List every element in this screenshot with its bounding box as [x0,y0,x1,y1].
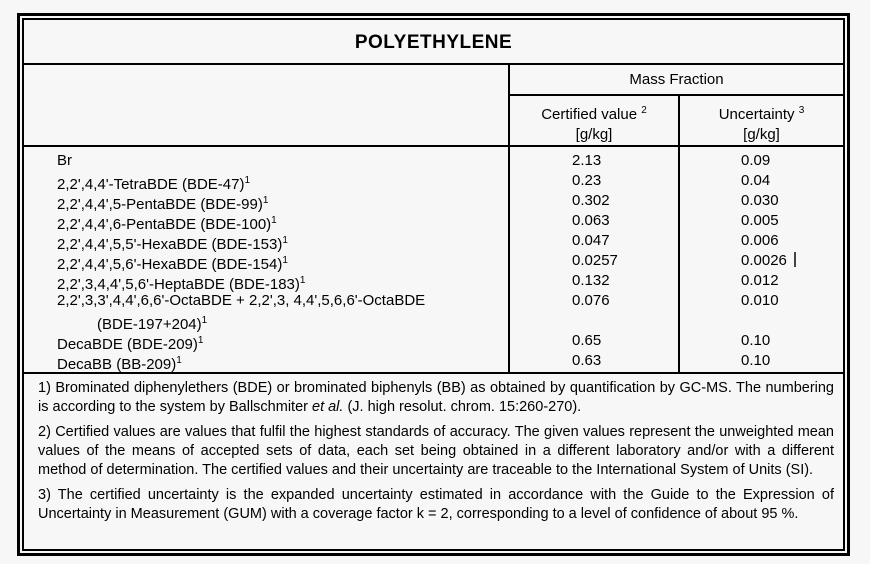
footnote-text: (J. high resolut. chrom. 15:260-270). [343,399,582,415]
compound-name: DecaBB (BB-209)1 [57,355,182,373]
footnote-ref-1: 1 [282,255,288,266]
compound-name: 2,2',4,4'-TetraBDE (BDE-47)1 [57,175,251,193]
footnote-3: 3) The certified uncertainty is the expa… [38,486,834,524]
mass-fraction-header: Mass Fraction [510,65,843,96]
uncertainty-cell: 0.005 [741,212,779,229]
table-body: Br 2,2',4,4'-TetraBDE (BDE-47)1 2,2',4,4',… [24,147,843,374]
footnote-ref-1: 1 [299,275,306,286]
uncertainty-label: Uncertainty 3 [718,105,805,123]
uncertainty-column: 0.09 0.04 0.030 0.005 0.006 0.0026 0.012 0.010 0… [678,147,843,372]
page-title: POLYETHYLENE [24,20,843,65]
certified-value-cell: 2.13 [572,152,602,169]
certified-value-cell: 0.65 [572,332,602,349]
footnote-ref-1: 1 [244,175,251,186]
uncertainty-cell: 0.10 [741,352,771,369]
uncertainty-unit: [g/kg] [743,126,780,143]
italic-citation: et al. [312,399,344,415]
footnote-2: 2) Certified values are values that fulf… [38,423,834,480]
footnote-ref-1: 1 [197,335,204,346]
compound-name: 2,2',3,4,4',5,6'-HeptaBDE (BDE-183)1 [57,275,306,293]
cursor-mark [793,252,796,267]
footnote-ref-1: 1 [271,215,277,226]
footnote-text: 1) Brominated diphenylethers (BDE) or br… [38,380,834,415]
compound-name-continuation: (BDE-197+204)1 [97,315,208,333]
footnotes-section: 1) Brominated diphenylethers (BDE) or br… [24,374,843,549]
footnote-ref-1: 1 [262,195,269,206]
footnote-ref-2: 2 [641,105,647,116]
certified-value-cell: 0.063 [572,212,610,229]
compound-name: DecaBDE (BDE-209)1 [57,335,204,353]
compound-name: 2,2',4,4',5-PentaBDE (BDE-99)1 [57,195,269,213]
uncertainty-cell: 0.006 [741,232,779,249]
empty-cell [572,311,678,331]
table-header: Mass Fraction Certified value 2 [g/kg] U… [24,65,843,147]
uncertainty-cell: 0.04 [741,172,771,189]
uncertainty-cell: 0.030 [741,192,779,209]
footnote-text: 3) The certified uncertainty is the expa… [38,487,834,522]
footnote-ref-1: 1 [176,355,182,366]
footnote-ref-1: 1 [282,235,288,246]
compound-name: 2,2',4,4',6-PentaBDE (BDE-100)1 [57,215,277,233]
certified-value-cell: 0.076 [572,292,610,309]
footnote-ref-3: 3 [798,105,805,116]
mass-fraction-header-group: Mass Fraction Certified value 2 [g/kg] U… [508,65,843,145]
compound-name: Br [57,152,72,169]
compound-name: 2,2',3,3',4,4',6,6'-OctaBDE + 2,2',3, 4,… [57,292,426,309]
footnote-ref-1: 1 [201,315,208,326]
certified-value-cell: 0.302 [572,192,610,209]
certified-value-unit: [g/kg] [575,126,613,143]
value-column-headers: Certified value 2 [g/kg] Uncertainty 3 [… [510,96,843,145]
uncertainty-cell: 0.010 [741,292,779,309]
uncertainty-cell: 0.012 [741,272,779,289]
certified-value-cell: 0.132 [572,272,610,289]
certified-value-header: Certified value 2 [g/kg] [510,96,678,145]
empty-cell [741,311,843,331]
certified-value-cell: 0.63 [572,352,602,369]
certified-value-cell: 0.0257 [572,252,618,269]
compound-column: Br 2,2',4,4'-TetraBDE (BDE-47)1 2,2',4,4',… [24,147,508,373]
compound-name: 2,2',4,4',5,6'-HexaBDE (BDE-154)1 [57,255,288,273]
certified-value-column: 2.13 0.23 0.302 0.063 0.047 0.0257 0.132 0.076 0… [508,147,678,372]
footnote-1: 1) Brominated diphenylethers (BDE) or br… [38,379,834,417]
certified-value-cell: 0.23 [572,172,602,189]
compound-header-cell [24,65,508,145]
certified-value-label: Certified value 2 [541,105,647,123]
certificate-table: POLYETHYLENE Mass Fraction Certified val… [17,13,850,556]
footnote-text: 2) Certified values are values that fulf… [38,424,834,478]
uncertainty-cell: 0.09 [741,152,771,169]
certificate-table-inner-border: POLYETHYLENE Mass Fraction Certified val… [22,18,845,551]
uncertainty-header: Uncertainty 3 [g/kg] [678,96,843,145]
compound-name: 2,2',4,4',5,5'-HexaBDE (BDE-153)1 [57,235,288,253]
uncertainty-cell: 0.0026 [741,251,843,271]
certified-value-cell: 0.047 [572,232,610,249]
uncertainty-cell: 0.10 [741,332,771,349]
